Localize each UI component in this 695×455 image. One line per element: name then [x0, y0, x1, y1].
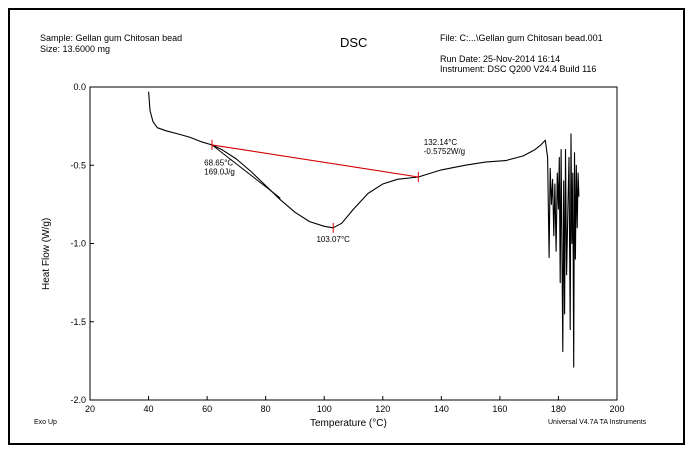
annotation-line-1: 103.07°C	[316, 235, 350, 244]
annotation-line-1: 132.14°C	[424, 138, 458, 147]
x-tick-label: 160	[492, 404, 507, 414]
exo-up-label: Exo Up	[34, 419, 57, 426]
integration-baseline	[211, 144, 419, 178]
x-tick-label: 120	[375, 404, 390, 414]
annotation-line-1: 68.65°C	[204, 158, 233, 167]
onset-tangent-line	[211, 144, 281, 199]
x-tick-label: 40	[144, 404, 154, 414]
instrument-label: Instrument: DSC Q200 V24.4 Build 116	[440, 64, 596, 74]
run-date-label: Run Date: 25-Nov-2014 16:14	[440, 54, 560, 64]
x-tick-label: 140	[434, 404, 449, 414]
y-axis-label: Heat Flow (W/g)	[41, 218, 52, 290]
x-tick-label: 180	[551, 404, 566, 414]
x-tick-label: 20	[85, 404, 95, 414]
file-label: File: C:...\Gellan gum Chitosan bead.001	[440, 33, 603, 43]
x-axis-label: Temperature (°C)	[310, 418, 387, 429]
software-label: Universal V4.7A TA Instruments	[548, 419, 647, 426]
x-tick-label: 80	[261, 404, 271, 414]
size-label: Size: 13.6000 mg	[40, 44, 110, 54]
y-tick-label: -1.5	[70, 317, 86, 327]
plot-area	[89, 86, 618, 401]
chart-title: DSC	[340, 35, 367, 50]
y-tick-label: -2.0	[70, 395, 86, 405]
annotation-line-2: 169.0J/g	[204, 167, 235, 176]
x-tick-label: 60	[202, 404, 212, 414]
y-tick-label: 0.0	[73, 82, 86, 92]
heat-flow-curve	[148, 91, 580, 368]
x-tick-label: 200	[609, 404, 624, 414]
annotation-line-2: -0.5752W/g	[424, 147, 465, 156]
sample-label: Sample: Gellan gum Chitosan bead	[40, 33, 182, 43]
x-tick-label: 100	[317, 404, 332, 414]
chart-frame	[8, 8, 685, 445]
y-tick-label: -1.0	[70, 239, 86, 249]
y-tick-label: -0.5	[70, 160, 86, 170]
